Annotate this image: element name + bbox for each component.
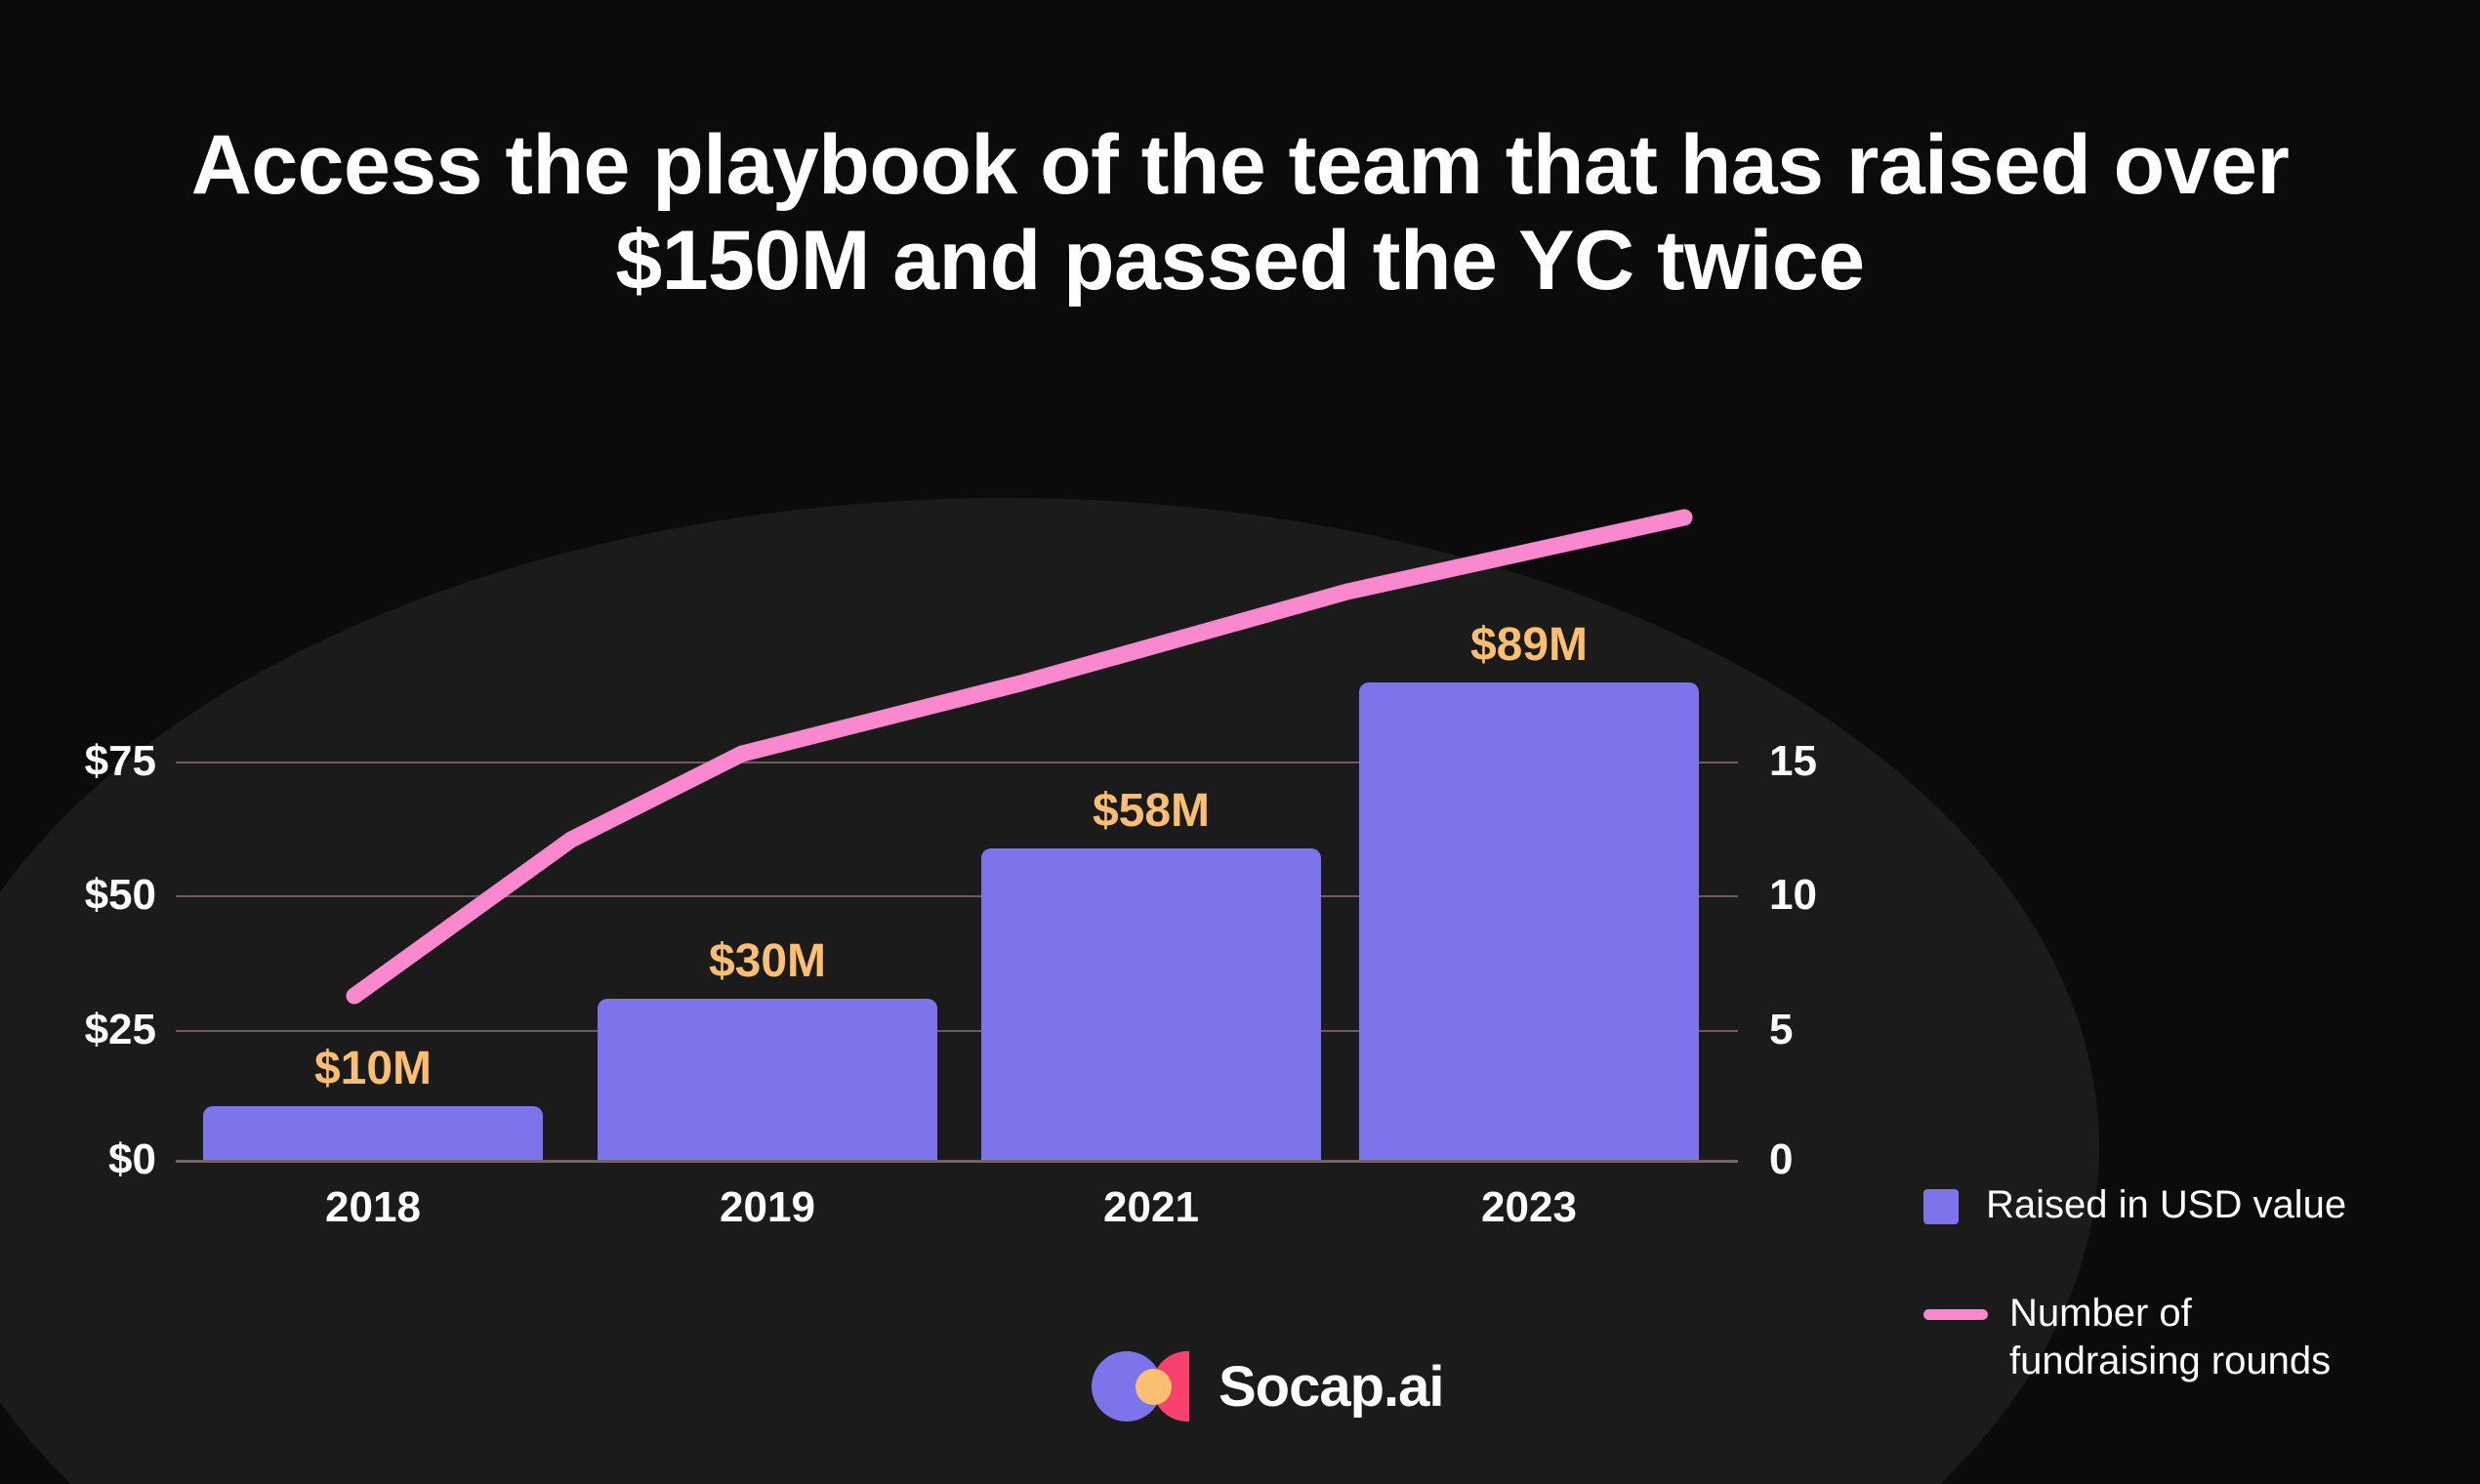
socap-logo-text: Socap.ai bbox=[1219, 1354, 1445, 1419]
y-left-tick-50: $50 bbox=[84, 871, 156, 919]
legend-label-line: Number of fundraising rounds bbox=[2009, 1290, 2331, 1385]
y-left-tick-0: $0 bbox=[108, 1135, 156, 1183]
bar-label-2023: $89M bbox=[1469, 619, 1589, 671]
socap-logo[interactable]: Socap.ai bbox=[1092, 1351, 1445, 1422]
bar-2023[interactable] bbox=[1359, 682, 1699, 1160]
x-tick-2018: 2018 bbox=[325, 1183, 421, 1231]
legend-line-icon bbox=[1923, 1308, 1988, 1320]
bar-2018[interactable] bbox=[203, 1106, 543, 1160]
chart-legend: Raised in USD value Number of fundraising… bbox=[1923, 1181, 2431, 1445]
y-right-tick-0: 0 bbox=[1769, 1135, 1794, 1183]
y-left-tick-25: $25 bbox=[84, 1006, 156, 1053]
bar-2019[interactable] bbox=[598, 999, 937, 1160]
legend-label-line-1: Number of bbox=[2009, 1291, 2192, 1335]
legend-label-line-2: fundraising rounds bbox=[2009, 1339, 2332, 1382]
bar-label-2019: $30M bbox=[708, 935, 827, 987]
bar-2021[interactable] bbox=[981, 848, 1321, 1160]
y-right-tick-10: 10 bbox=[1769, 871, 1817, 919]
socap-logo-mark-icon bbox=[1092, 1351, 1199, 1422]
y-right-tick-15: 15 bbox=[1769, 737, 1817, 785]
gridline-25 bbox=[176, 1030, 1738, 1032]
legend-label-bars: Raised in USD value bbox=[1986, 1183, 2347, 1226]
legend-item-bars[interactable]: Raised in USD value bbox=[1923, 1181, 2431, 1229]
bar-label-2021: $58M bbox=[1092, 785, 1211, 837]
y-left-tick-75: $75 bbox=[84, 737, 156, 785]
legend-item-line[interactable]: Number of fundraising rounds bbox=[1923, 1290, 2431, 1385]
x-tick-2023: 2023 bbox=[1481, 1183, 1577, 1231]
bar-label-2018: $10M bbox=[313, 1043, 433, 1094]
x-tick-2021: 2021 bbox=[1103, 1183, 1199, 1231]
y-right-tick-5: 5 bbox=[1769, 1006, 1794, 1053]
legend-square-icon bbox=[1923, 1189, 1959, 1224]
page-title: Access the playbook of the team that has… bbox=[190, 118, 2290, 309]
axis-baseline bbox=[176, 1160, 1738, 1163]
logo-amber-dot-icon bbox=[1136, 1369, 1172, 1405]
x-tick-2019: 2019 bbox=[720, 1183, 815, 1231]
